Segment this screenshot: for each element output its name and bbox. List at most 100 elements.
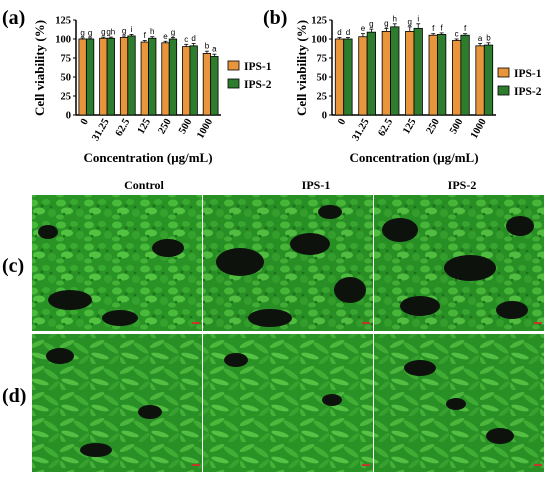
y-tick-label: 100 — [55, 35, 71, 46]
significance-letter: h — [150, 27, 154, 36]
significance-letter: g — [171, 28, 175, 37]
x-tick-label: 1000 — [195, 117, 215, 141]
bar-ips-2 — [366, 31, 376, 116]
significance-letter: d — [337, 28, 341, 37]
y-tick-label: 25 — [61, 92, 72, 103]
legend-label-ips-1: IPS-1 — [244, 61, 272, 73]
x-tick-label: 31.25 — [90, 117, 111, 143]
micrograph-control-c — [32, 195, 202, 331]
significance-letter: g — [369, 20, 373, 29]
bar-ips-2 — [437, 34, 447, 116]
bar-ips-2 — [210, 56, 219, 116]
significance-letter: d — [346, 28, 350, 37]
y-tick-label: 100 — [311, 35, 327, 46]
significance-letter: c — [184, 35, 188, 44]
x-tick-label: 62.5 — [114, 117, 133, 138]
bar-ips-2 — [483, 44, 494, 116]
y-tick-label: 50 — [317, 73, 328, 84]
micrograph-row-d — [32, 334, 544, 472]
panel-label-c: (c) — [2, 255, 24, 277]
significance-letter: i — [131, 25, 133, 34]
bar-ips-1 — [405, 30, 415, 116]
panel-label-b: (b) — [263, 7, 287, 29]
significance-letter: f — [441, 23, 444, 32]
significance-letter: g — [101, 28, 105, 37]
bar-ips-1 — [78, 38, 87, 116]
legend-label-ips-2: IPS-2 — [514, 86, 542, 98]
significance-letter: g — [88, 28, 92, 37]
y-axis-title: Cell viability (%) — [294, 20, 309, 116]
y-axis-title: Cell viability (%) — [32, 20, 47, 116]
legend-swatch-ips-1 — [227, 60, 240, 71]
x-tick-label: 1000 — [469, 117, 489, 141]
bar-ips-2 — [460, 34, 470, 116]
significance-letter: a — [478, 34, 483, 43]
significance-letter: c — [455, 30, 459, 39]
significance-letter: b — [486, 33, 491, 42]
significance-letter: g — [408, 17, 412, 26]
bar-ips-2 — [127, 35, 136, 116]
x-tick-label: 250 — [156, 117, 173, 136]
bar-ips-1 — [182, 46, 191, 116]
bar-ips-2 — [390, 26, 400, 116]
bar-ips-1 — [99, 37, 108, 116]
y-tick-label: 75 — [61, 54, 72, 65]
panel-label-a: (a) — [2, 7, 25, 29]
micrograph-ips-2-c — [374, 195, 544, 331]
significance-letter: e — [163, 32, 168, 41]
legend-swatch-ips-1 — [497, 67, 510, 78]
y-tick-label: 25 — [317, 92, 328, 103]
y-tick-label: 125 — [55, 16, 71, 27]
x-tick-label: 500 — [177, 117, 194, 136]
micrograph-ips-1-d — [203, 334, 373, 472]
y-tick-label: 0 — [66, 111, 71, 122]
legend-swatch-ips-2 — [227, 78, 240, 89]
bar-ips-1 — [119, 37, 129, 116]
bar-ips-2 — [413, 27, 423, 116]
significance-letter: i — [417, 14, 419, 23]
significance-letter: g — [80, 28, 84, 37]
bar-ips-1 — [358, 36, 368, 116]
bar-ips-1 — [140, 41, 149, 116]
y-tick-label: 0 — [322, 111, 327, 122]
micrograph-row-c — [32, 195, 544, 331]
bar-ips-2 — [85, 38, 95, 116]
significance-letter: f — [464, 24, 467, 33]
chart-b: (b) Cell viability (%) Concentration (μg… — [263, 7, 542, 165]
legend: IPS-1 IPS-2 — [497, 67, 542, 98]
significance-letter: e — [361, 24, 366, 33]
bar-ips-2 — [168, 38, 178, 116]
significance-letter: b — [205, 42, 210, 51]
x-tick-label: 0 — [79, 117, 91, 127]
x-axis-title: Concentration (μg/mL) — [83, 150, 212, 165]
bar-ips-2 — [148, 37, 157, 116]
significance-letter: d — [191, 34, 195, 43]
significance-letter: g — [384, 19, 388, 28]
panel-label-d: (d) — [2, 385, 26, 407]
bar-ips-2 — [189, 45, 198, 116]
column-heading-control: Control — [124, 178, 164, 192]
y-tick-label: 75 — [317, 54, 328, 65]
significance-letter: gh — [106, 28, 115, 37]
significance-letter: h — [393, 14, 397, 23]
bar-ips-1 — [452, 40, 462, 116]
bar-ips-1 — [475, 45, 485, 116]
legend: IPS-1 IPS-2 — [227, 60, 272, 91]
micrograph-control-d — [32, 334, 202, 472]
micrograph-ips-1-c — [203, 195, 373, 331]
significance-letter: g — [122, 26, 126, 35]
y-tick-label: 125 — [311, 16, 327, 27]
bar-ips-1 — [202, 53, 212, 116]
bar-ips-1 — [334, 38, 345, 116]
x-tick-label: 0 — [336, 117, 348, 127]
bar-ips-1 — [161, 42, 170, 116]
chart-a: (a) Cell viability (%) Concentration (μg… — [2, 7, 272, 165]
column-heading-ips-1: IPS-1 — [302, 178, 331, 192]
bar-ips-2 — [106, 37, 115, 116]
x-tick-label: 62.5 — [376, 117, 395, 138]
legend-label-ips-2: IPS-2 — [244, 79, 272, 91]
x-axis-title: Concentration (μg/mL) — [349, 150, 478, 165]
significance-letter: f — [432, 24, 435, 33]
